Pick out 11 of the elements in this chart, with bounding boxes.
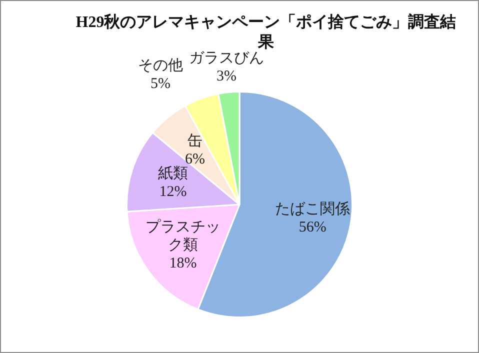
data-label: 3% xyxy=(216,68,237,84)
data-label: 12% xyxy=(159,184,187,200)
data-label: 5% xyxy=(150,76,171,92)
slice-label: ガラスびん xyxy=(189,50,264,66)
slice-label: プラスチック類 xyxy=(145,218,220,254)
slice-label: 缶 xyxy=(187,134,202,150)
data-label: 56% xyxy=(298,219,326,236)
slice-label: たばこ関係 xyxy=(275,200,350,218)
data-label: 18% xyxy=(169,256,197,272)
slice-label: その他 xyxy=(138,57,184,74)
chart-title: H29秋のアレマキャンペーン「ポイ捨てごみ」調査結果 xyxy=(74,13,458,51)
